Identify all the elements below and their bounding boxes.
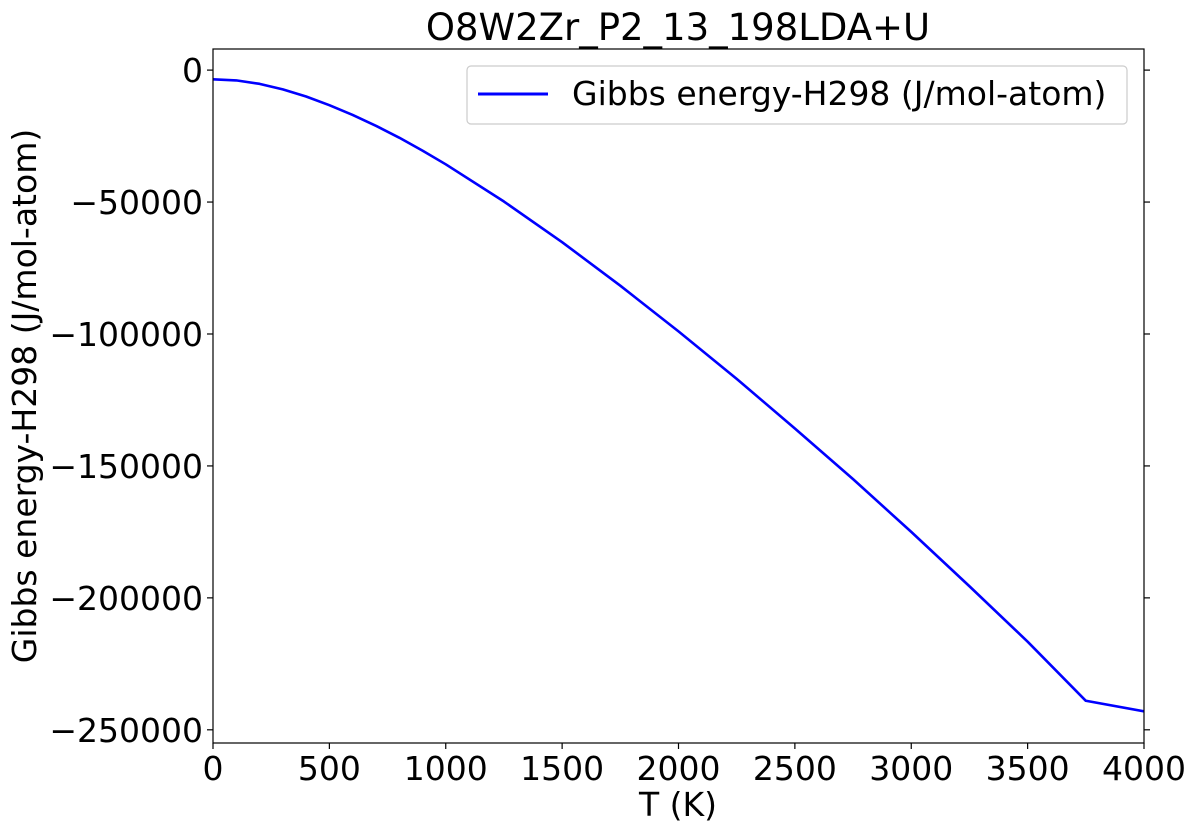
y-axis-label: Gibbs energy-H298 (J/mol-atom) — [5, 129, 44, 663]
y-tick-label: −250000 — [49, 711, 203, 750]
y-tick-label: −200000 — [49, 579, 203, 618]
x-tick-label: 1500 — [520, 749, 604, 788]
y-tick-label: −150000 — [49, 447, 203, 486]
y-tick-label: −100000 — [49, 315, 203, 354]
y-tick-label: 0 — [182, 51, 203, 90]
x-tick-label: 2000 — [637, 749, 721, 788]
axes-frame — [212, 48, 1145, 744]
legend-entry-label: Gibbs energy-H298 (J/mol-atom) — [572, 74, 1106, 113]
axes — [212, 48, 1145, 744]
legend-frame — [466, 65, 1128, 125]
x-tick-label: 0 — [203, 749, 224, 788]
legend: Gibbs energy-H298 (J/mol-atom) — [466, 65, 1128, 125]
chart-title: O8W2Zr_P2_13_198LDA+U — [426, 6, 930, 49]
x-tick-label: 500 — [298, 749, 361, 788]
x-axis-label: T (K) — [638, 785, 717, 824]
y-tick-label: −50000 — [70, 183, 203, 222]
x-tick-label: 3500 — [986, 749, 1070, 788]
ticks: 0 500 1000 1500 2000 2500 3000 3500 4000 0 −50000 −… — [49, 51, 1186, 788]
plot-area — [212, 78, 1145, 713]
x-tick-label: 1000 — [404, 749, 488, 788]
series-line-0 — [212, 78, 1145, 713]
x-tick-label: 3000 — [869, 749, 953, 788]
x-tick-label: 4000 — [1102, 749, 1186, 788]
x-tick-label: 2500 — [753, 749, 837, 788]
